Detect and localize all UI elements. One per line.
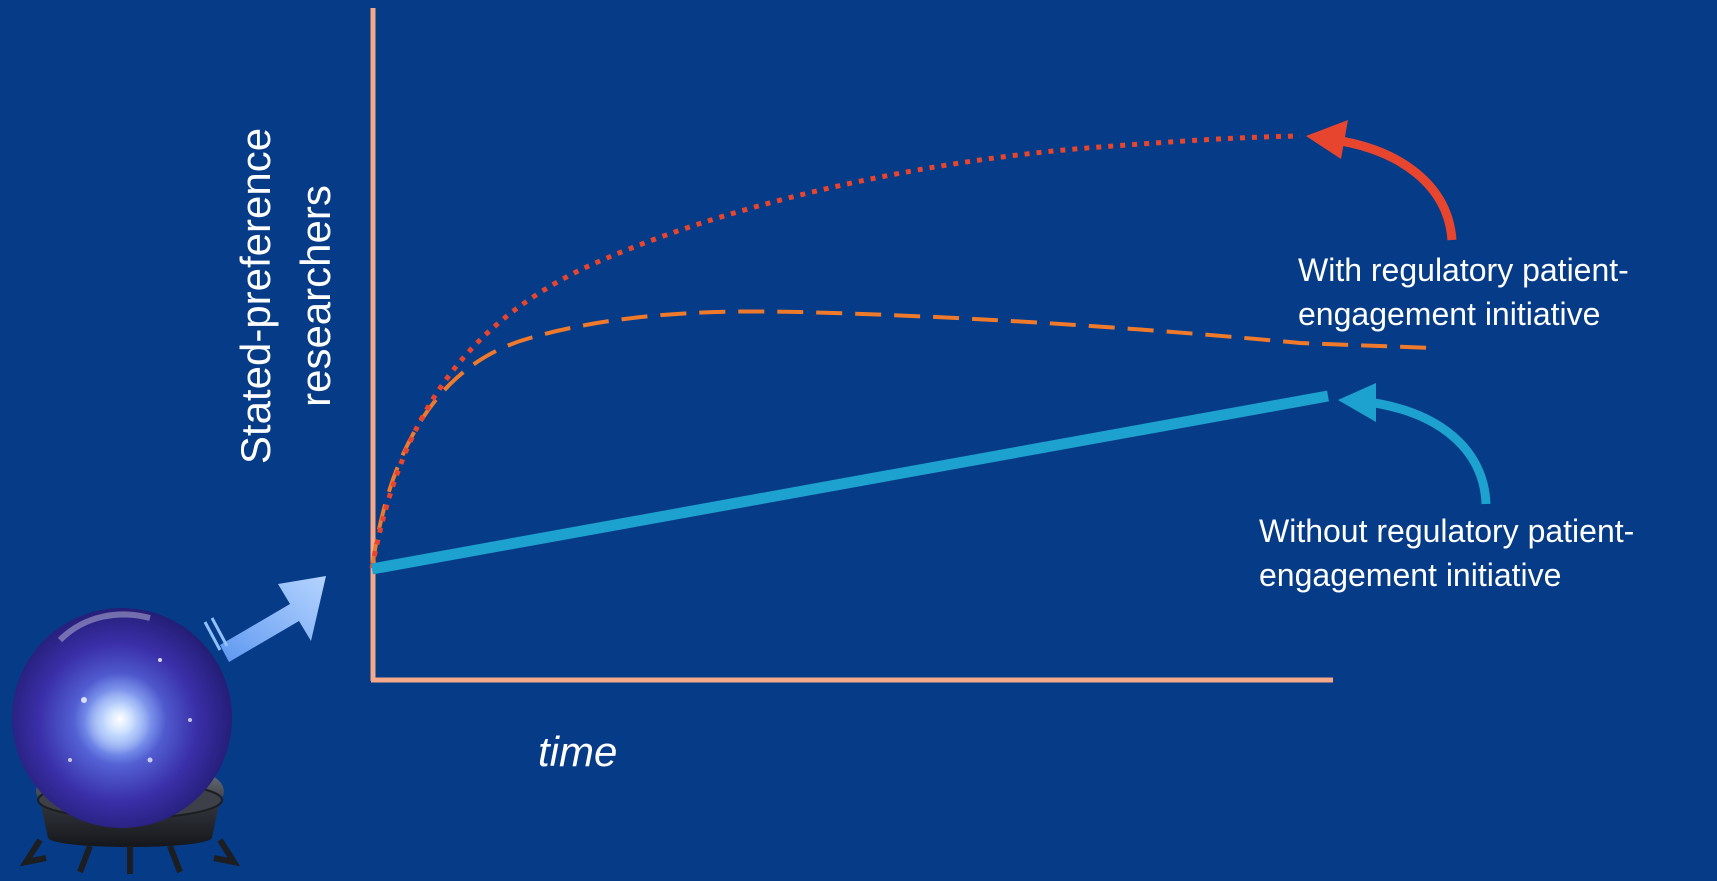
without-initiative-annotation: Without regulatory patient-engagement in… xyxy=(1259,513,1635,593)
without-initiative-arrowhead xyxy=(1338,383,1376,422)
with-initiative-annotation: With regulatory patient-engagement initi… xyxy=(1298,252,1629,332)
crystal-ball-icon xyxy=(12,608,241,874)
y-axis-label: Stated-preference researchers xyxy=(232,127,339,465)
x-axis-label: time xyxy=(538,728,618,775)
forecast-arrow-icon xyxy=(203,576,326,662)
with-initiative-arrowhead xyxy=(1306,120,1348,159)
dashed-projection-curve xyxy=(370,309,1433,569)
with-initiative-arrow xyxy=(1334,135,1457,241)
with-initiative-curve xyxy=(369,133,1301,569)
without-initiative-arrow xyxy=(1367,397,1491,505)
without-initiative-line xyxy=(371,390,1329,575)
